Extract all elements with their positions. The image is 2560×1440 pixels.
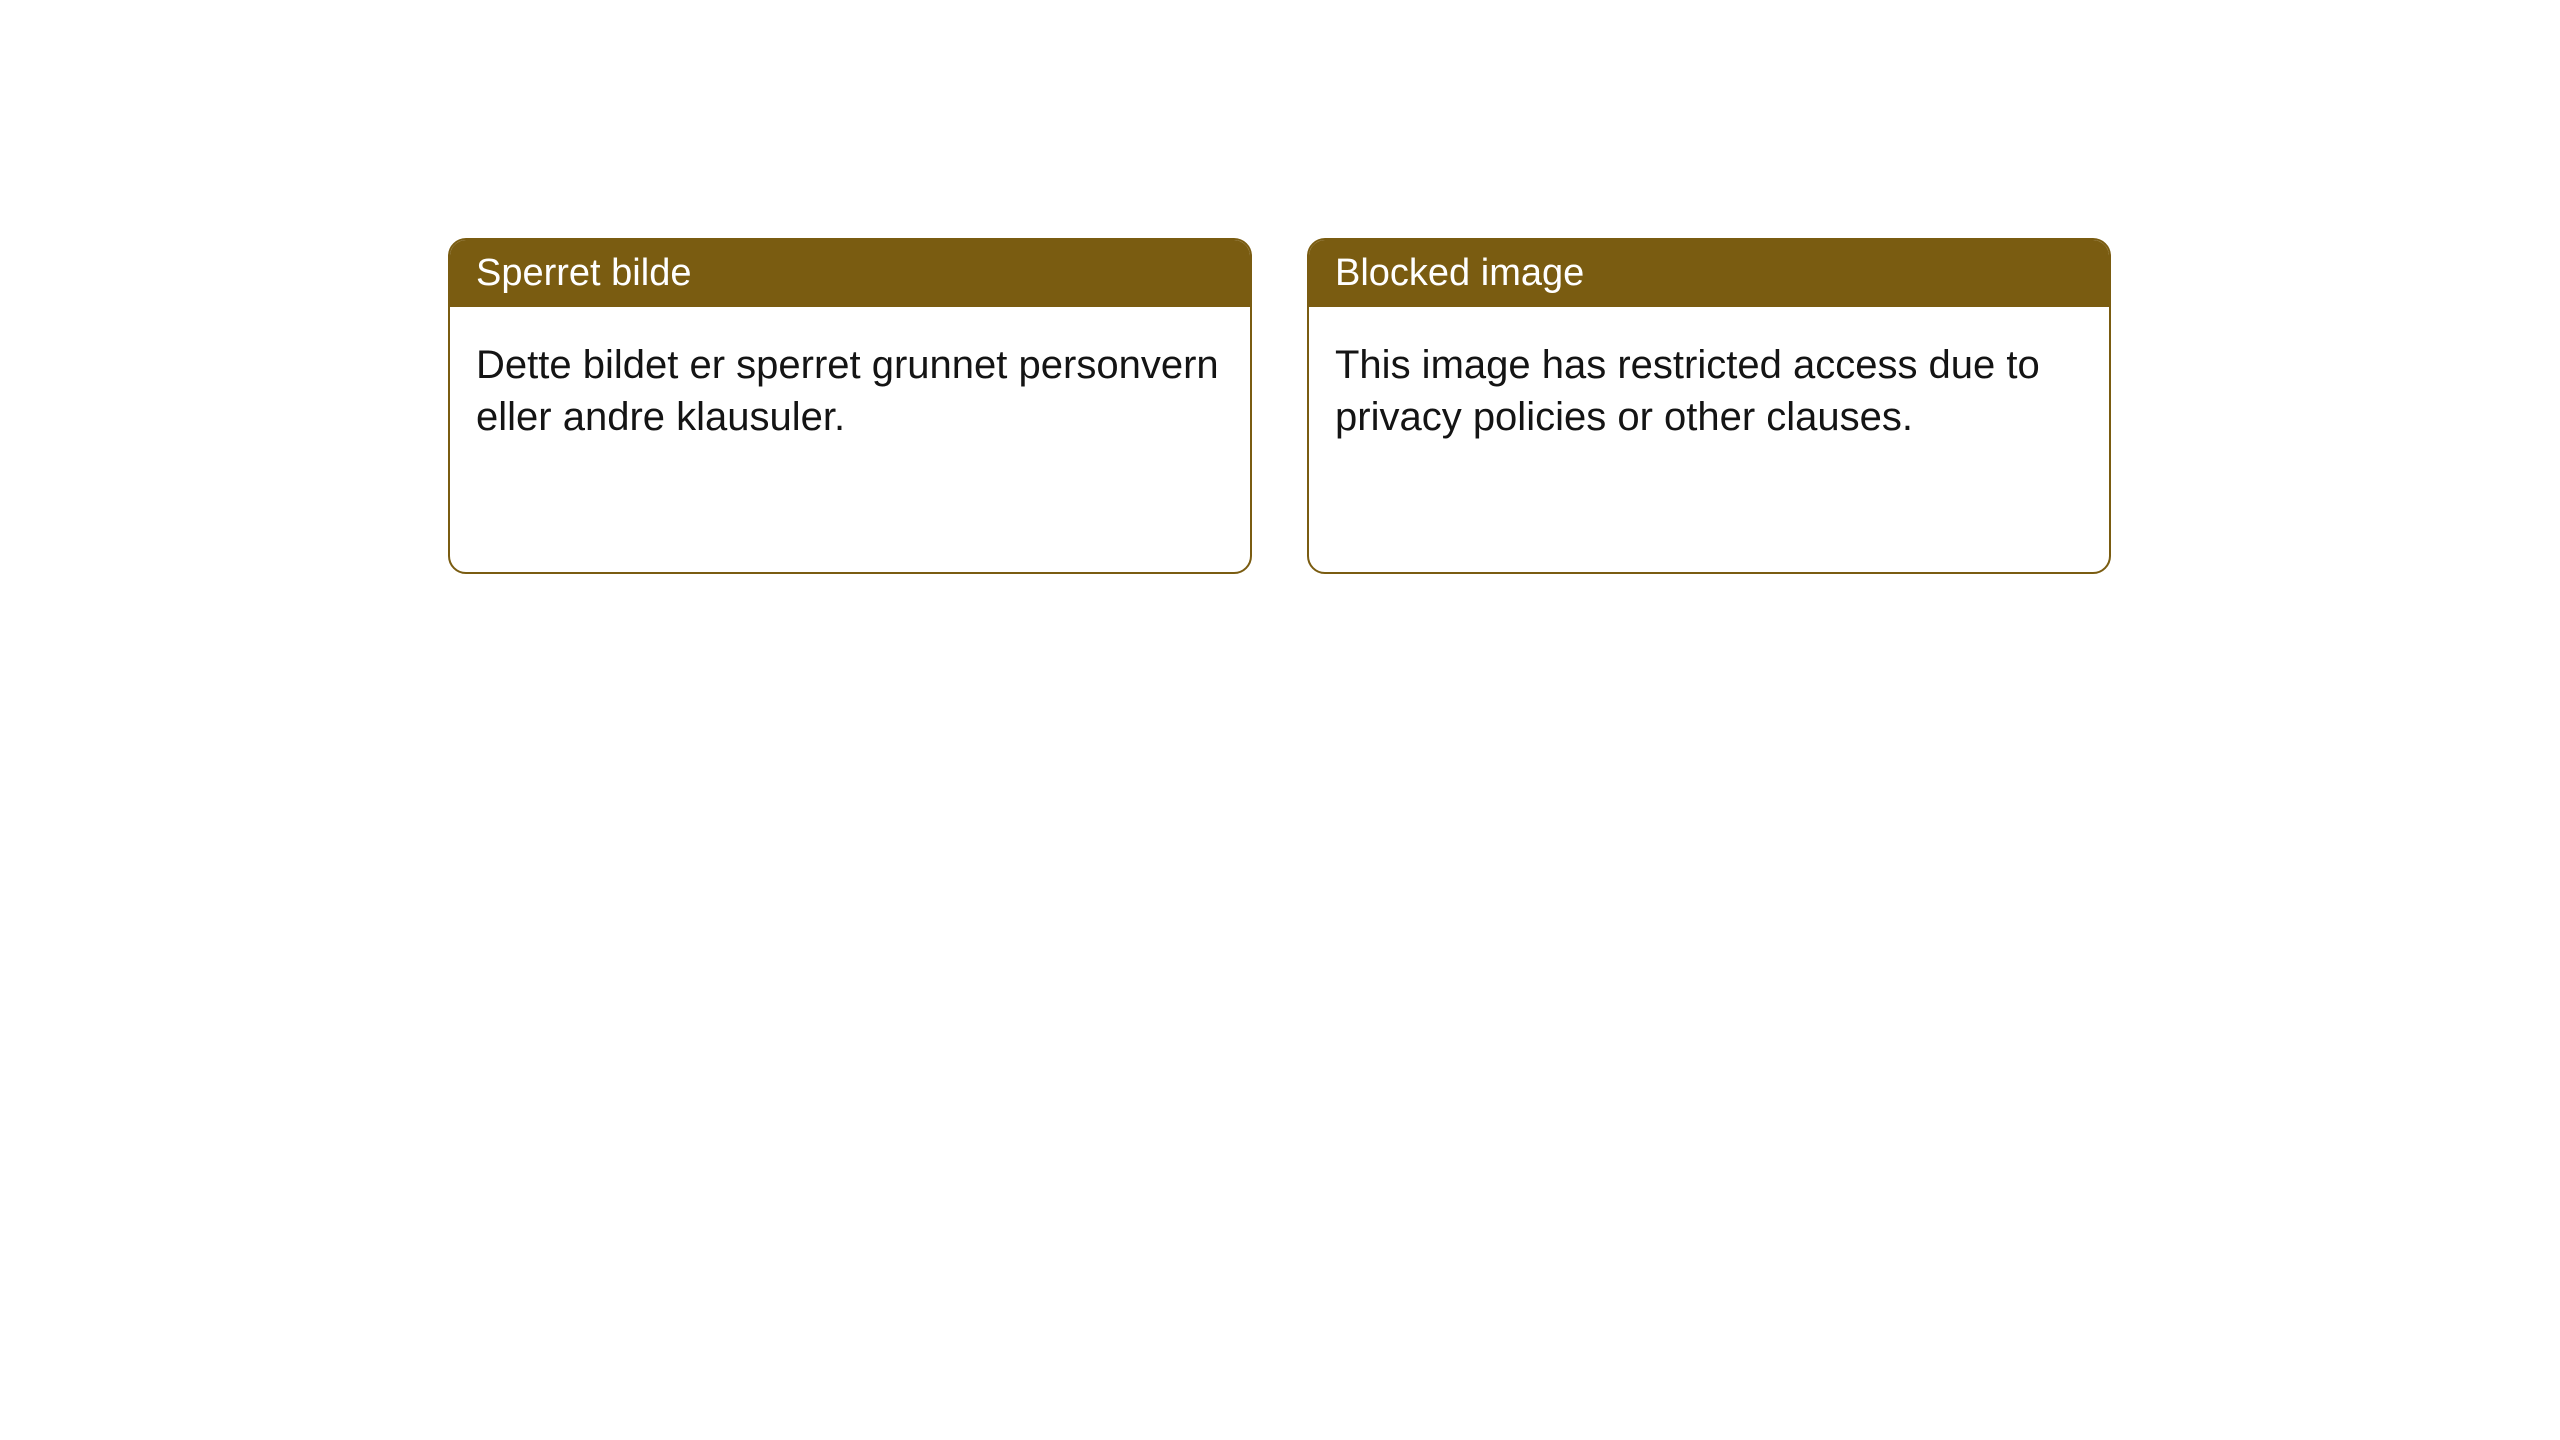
card-title-no: Sperret bilde [476, 252, 691, 294]
blocked-image-card-no: Sperret bilde Dette bildet er sperret gr… [448, 238, 1252, 574]
card-text-no: Dette bildet er sperret grunnet personve… [476, 343, 1219, 439]
card-header-en: Blocked image [1309, 240, 2109, 307]
card-body-en: This image has restricted access due to … [1309, 307, 2109, 475]
notice-cards-container: Sperret bilde Dette bildet er sperret gr… [448, 238, 2111, 574]
card-body-no: Dette bildet er sperret grunnet personve… [450, 307, 1250, 475]
card-header-no: Sperret bilde [450, 240, 1250, 307]
card-text-en: This image has restricted access due to … [1335, 343, 2040, 439]
card-title-en: Blocked image [1335, 252, 1584, 294]
blocked-image-card-en: Blocked image This image has restricted … [1307, 238, 2111, 574]
